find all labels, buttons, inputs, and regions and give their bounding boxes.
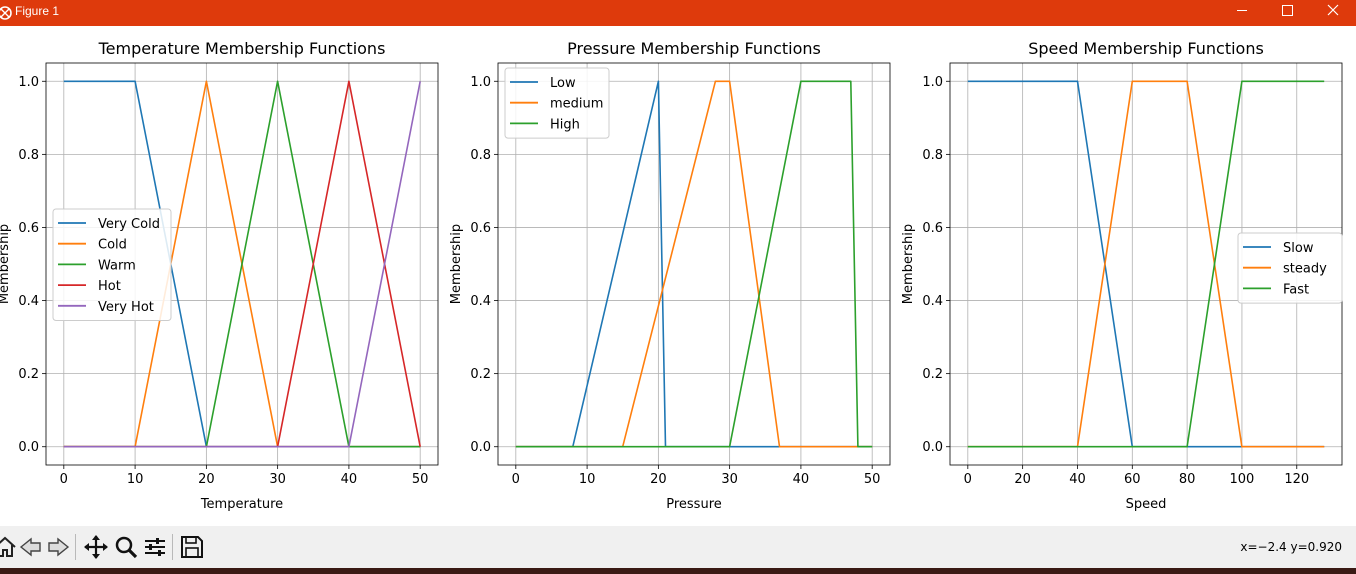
x-tick-label: 40 — [341, 472, 358, 487]
close-icon — [1327, 4, 1339, 16]
back-button[interactable] — [18, 534, 44, 560]
legend-label: Fast — [1283, 282, 1309, 297]
y-axis-label: Membership — [449, 224, 464, 304]
pan-icon — [84, 535, 108, 559]
y-tick-label: 1.0 — [470, 75, 491, 90]
y-tick-label: 0.2 — [470, 367, 491, 382]
figure-canvas: 0 10 20 30 40 50 0.0 0.2 0.4 0.6 0.8 1.0 Temperature… — [0, 39, 1343, 512]
legend-label: medium — [550, 97, 603, 112]
x-tick-label: 10 — [579, 472, 596, 487]
chart-title: Speed Membership Functions — [1028, 39, 1264, 58]
y-axis-label: Membership — [901, 224, 916, 304]
forward-arrow-icon — [48, 537, 70, 557]
legend-label: Low — [550, 76, 576, 91]
legend-label: Very Cold — [98, 217, 160, 232]
y-tick-label: 0.0 — [18, 440, 39, 455]
y-tick-label: 0.4 — [18, 294, 39, 309]
x-tick-label: 20 — [198, 472, 215, 487]
y-tick-label: 0.6 — [470, 221, 491, 236]
pan-button[interactable] — [83, 534, 109, 560]
app-icon — [0, 6, 12, 20]
zoom-icon — [115, 536, 138, 559]
legend-label: Very Hot — [98, 300, 154, 315]
legend-box — [504, 67, 610, 139]
window-title: Figure 1 — [15, 4, 60, 18]
toolbar-separator — [172, 534, 173, 560]
x-tick-label: 50 — [864, 472, 881, 487]
chart-title: Pressure Membership Functions — [567, 39, 821, 58]
bottom-border — [0, 568, 1356, 574]
legend-label: Cold — [98, 238, 127, 253]
y-tick-label: 0.8 — [922, 148, 943, 163]
cursor-coordinates: x=−2.4 y=0.920 — [1240, 540, 1342, 554]
y-tick-label: 0.2 — [18, 367, 39, 382]
toolbar-separator — [75, 534, 76, 560]
y-tick-label: 0.4 — [922, 294, 943, 309]
x-tick-label: 40 — [793, 472, 810, 487]
minimize-icon — [1237, 10, 1247, 11]
maximize-button[interactable] — [1264, 0, 1310, 26]
y-tick-label: 1.0 — [922, 75, 943, 90]
subplot-2: 0 10 20 30 40 50 0.0 0.2 0.4 0.6 0.8 1.0 Pressure Me… — [449, 39, 891, 512]
y-tick-label: 0.6 — [18, 221, 39, 236]
x-tick-label: 80 — [1179, 472, 1196, 487]
zoom-button[interactable] — [113, 534, 139, 560]
x-tick-label: 40 — [1069, 472, 1086, 487]
x-axis-label: Pressure — [666, 497, 722, 512]
y-tick-label: 0.8 — [470, 148, 491, 163]
x-axis-label: Temperature — [200, 497, 283, 512]
legend-label: Hot — [98, 279, 121, 294]
y-tick-label: 0.0 — [470, 440, 491, 455]
back-arrow-icon — [19, 537, 41, 557]
x-tick-label: 120 — [1284, 472, 1309, 487]
y-axis-label: Membership — [0, 224, 12, 304]
save-button[interactable] — [179, 534, 205, 560]
plot-frame — [497, 62, 891, 466]
y-tick-label: 0.8 — [18, 148, 39, 163]
home-icon — [0, 536, 16, 557]
y-tick-label: 1.0 — [18, 75, 39, 90]
x-tick-label: 20 — [650, 472, 667, 487]
save-icon — [181, 536, 203, 558]
x-tick-label: 60 — [1124, 472, 1141, 487]
subplot-3: 0 20 40 60 80 100 120 0.0 0.2 0.4 0.6 0.8 1.0 Speed M… — [901, 39, 1343, 512]
x-tick-label: 0 — [60, 472, 68, 487]
configure-subplots-button[interactable] — [142, 534, 168, 560]
x-tick-label: 10 — [127, 472, 144, 487]
x-axis-label: Speed — [1126, 497, 1167, 512]
x-tick-label: 50 — [412, 472, 429, 487]
x-tick-label: 30 — [721, 472, 738, 487]
home-button[interactable] — [0, 534, 18, 560]
x-tick-label: 0 — [512, 472, 520, 487]
forward-button[interactable] — [45, 534, 71, 560]
configure-subplots-icon — [145, 538, 165, 556]
maximize-icon — [1282, 5, 1293, 16]
x-tick-label: 100 — [1230, 472, 1255, 487]
y-tick-label: 0.2 — [922, 367, 943, 382]
series-line-high — [515, 80, 873, 448]
legend-label: Warm — [98, 258, 136, 273]
series-line-very-hot — [63, 81, 421, 448]
legend-label: High — [550, 117, 580, 132]
minimize-button[interactable] — [1219, 0, 1265, 26]
x-tick-label: 0 — [964, 472, 972, 487]
plot-frame — [45, 62, 439, 466]
subplot-1: 0 10 20 30 40 50 0.0 0.2 0.4 0.6 0.8 1.0 Temperature… — [0, 39, 439, 512]
x-tick-label: 20 — [1014, 472, 1031, 487]
y-tick-label: 0.4 — [470, 294, 491, 309]
chart-title: Temperature Membership Functions — [98, 39, 386, 58]
title-bar: Figure 1 — [0, 0, 1356, 26]
navigation-toolbar: x=−2.4 y=0.920 — [0, 526, 1356, 568]
y-tick-label: 0.6 — [922, 221, 943, 236]
legend-box — [1237, 232, 1343, 304]
series-line-fast — [967, 80, 1325, 448]
y-tick-label: 0.0 — [922, 440, 943, 455]
x-tick-label: 30 — [269, 472, 286, 487]
legend-label: Slow — [1283, 241, 1314, 256]
legend-label: steady — [1283, 262, 1327, 277]
close-button[interactable] — [1310, 0, 1356, 26]
legend-box — [52, 208, 172, 321]
